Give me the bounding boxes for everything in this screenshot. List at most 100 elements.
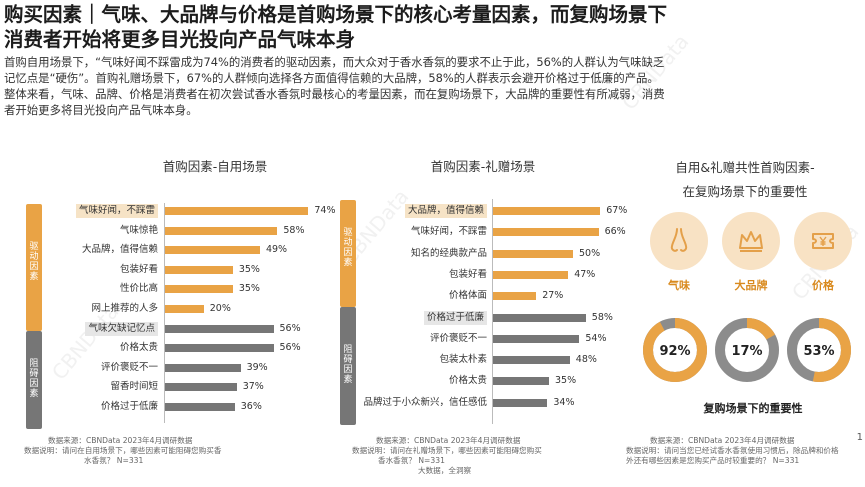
bar-value-label: 37% [242, 381, 264, 393]
footnote-line: 外还有哪些因素是您购买产品时较重要的？ N=331 [626, 456, 800, 465]
crown-icon [739, 231, 763, 252]
footnote-line: 数据说明：请问在礼赠场景下，哪些因素可能阻碍您购买 [352, 446, 542, 455]
bar [165, 344, 274, 353]
bar [493, 313, 586, 322]
bar [493, 270, 569, 279]
bar-value-label: 39% [246, 361, 268, 373]
category-label: 价格过于低廉 [100, 401, 158, 412]
gift-drive-band: 驱动因素 [340, 200, 356, 307]
bar-value-label: 47% [574, 268, 596, 280]
donut-caption: 复购场景下的重要性 [703, 402, 803, 415]
bar [165, 324, 274, 333]
category-label: 价格过于低廉 [423, 310, 487, 325]
right-panel-title-line-2: 在复购场景下的重要性 [682, 184, 808, 199]
bar-value-label: 54% [585, 332, 607, 344]
bar-value-label: 74% [314, 205, 336, 216]
category-label: 价格体面 [448, 290, 487, 302]
nose-icon [670, 228, 688, 252]
bar [165, 305, 204, 313]
gift-footnote: 数据来源：CBNData 2023年4月调研数据 数据说明：请问在礼赠场景下，哪… [352, 436, 542, 476]
self-axis-line [164, 203, 165, 423]
bar [165, 246, 260, 255]
scent-label: 气味 [668, 279, 690, 292]
gift-chart-title: 首购因素-礼赠场景 [430, 159, 536, 174]
bar-value-label: 34% [553, 396, 575, 408]
intro-line: 整体来看，气味、品牌、价格是消费者在初次尝试香水香氛时最核心的考量因素，而在复购… [4, 87, 665, 101]
self-barrier-band-label: 阻碍因素 [29, 359, 39, 399]
bar-value-label: 50% [579, 247, 601, 259]
intro-line: 者开始更多将目光投向产品气味本身。 [4, 103, 198, 117]
self-drive-band: 驱动因素 [26, 204, 42, 331]
donut-slice [715, 318, 779, 382]
footnote-line: 水香氛？ N=331 [84, 456, 144, 465]
intro-line: 首购自用场景下，“气味好闻不踩雷成为74%的消费者的驱动因素，而大众对于香水香氛… [4, 55, 665, 69]
footnote-line: 数据来源：CBNData 2023年4月调研数据 [376, 436, 521, 445]
right-footnote: 数据来源：CBNData 2023年4月调研数据 数据说明：请问当您已经试香水香… [626, 436, 839, 466]
bar [165, 226, 278, 235]
category-label: 气味惊艳 [119, 224, 158, 236]
bar-value-label: 49% [265, 244, 288, 256]
bar-value-label: 58% [283, 224, 305, 236]
bar-value-label: 35% [555, 375, 577, 387]
big-brand-label: 大品牌 [734, 279, 768, 292]
self-use-chart-title: 首购因素-自用场景 [162, 159, 268, 174]
bar [165, 383, 237, 392]
bar-value-label: 35% [238, 283, 260, 295]
price-tag-icon [812, 233, 834, 249]
right-panel-title: 自用&礼赠共性首购因素- 在复购场景下的重要性 [645, 156, 845, 204]
bar [493, 228, 599, 237]
category-label: 性价比高 [119, 283, 158, 295]
bar [493, 207, 601, 215]
donut-value-label: 53% [803, 344, 834, 359]
footnote-line: 香水香氛？ N=331 [378, 456, 445, 465]
category-label: 评价褒贬不一 [429, 332, 487, 344]
intro-line: 记忆点是“硬伤”。首购礼赠场景下，67%的人群倾向选择各方面值得信赖的大品牌，5… [4, 71, 659, 85]
self-drive-band-label: 驱动因素 [29, 242, 39, 282]
bar-value-label: 36% [240, 401, 262, 412]
bar-value-label: 66% [604, 226, 626, 238]
price-label: 价格 [812, 279, 834, 292]
bar-value-label: 20% [209, 303, 231, 314]
footnote-line: 数据说明：请问当您已经试香水香氛使用习惯后，除品牌和价格 [626, 446, 839, 455]
category-label: 气味好闻，不踩雷 [75, 204, 158, 218]
donut-slice [643, 318, 707, 382]
donut-value-label: 17% [731, 344, 762, 359]
repurchase-donut-chart: 92% 17% 53% [643, 318, 851, 382]
category-label: 包装太朴素 [439, 354, 487, 366]
category-label: 评价褒贬不一 [100, 361, 158, 373]
page-title-line-1: 购买因素｜气味、大品牌与价格是首购场景下的核心考量因素，而复购场景下 [4, 3, 668, 26]
crown-icon-badge [722, 212, 780, 270]
bar-value-label: 27% [542, 290, 564, 302]
bar-value-label: 35% [238, 263, 260, 275]
gift-drive-band-label: 驱动因素 [343, 228, 353, 268]
bar [493, 398, 548, 407]
bar [165, 403, 235, 411]
bar-value-label: 56% [279, 322, 301, 334]
self-footnote: 数据来源：CBNData 2023年4月调研数据 数据说明：请问在自用场景下，哪… [24, 436, 221, 466]
bar-value-label: 56% [279, 342, 301, 354]
category-label: 大品牌，值得信赖 [81, 244, 158, 256]
category-label: 留香时间短 [110, 381, 158, 393]
gift-barrier-band: 阻碍因素 [340, 307, 356, 425]
right-panel-title-line-1: 自用&礼赠共性首购因素- [675, 160, 815, 175]
bar [493, 334, 580, 343]
page-title-line-2: 消费者开始将更多目光投向产品气味本身 [4, 28, 356, 51]
bar [493, 356, 570, 365]
bar [165, 265, 233, 274]
donut-slice [787, 318, 851, 382]
page-number: 1 [856, 432, 863, 443]
category-label: 气味欠缺记忆点 [85, 321, 158, 336]
bar [165, 285, 233, 294]
category-label: 包装好看 [119, 263, 158, 275]
category-label: 大品牌，值得信赖 [404, 204, 487, 218]
donut-value-label: 92% [659, 344, 690, 359]
category-label: 知名的经典款产品 [410, 247, 487, 259]
category-label: 气味好闻，不踩雷 [410, 226, 487, 238]
nose-icon-badge [650, 212, 708, 270]
price-tag-icon-badge [794, 212, 852, 270]
bar-value-label: 58% [591, 311, 613, 323]
category-label: 价格太贵 [119, 342, 158, 354]
category-label: 价格太贵 [448, 375, 487, 387]
bar [165, 207, 309, 215]
footnote-line: 数据说明：请问在自用场景下，哪些因素可能阻碍您购买香 [24, 446, 222, 455]
